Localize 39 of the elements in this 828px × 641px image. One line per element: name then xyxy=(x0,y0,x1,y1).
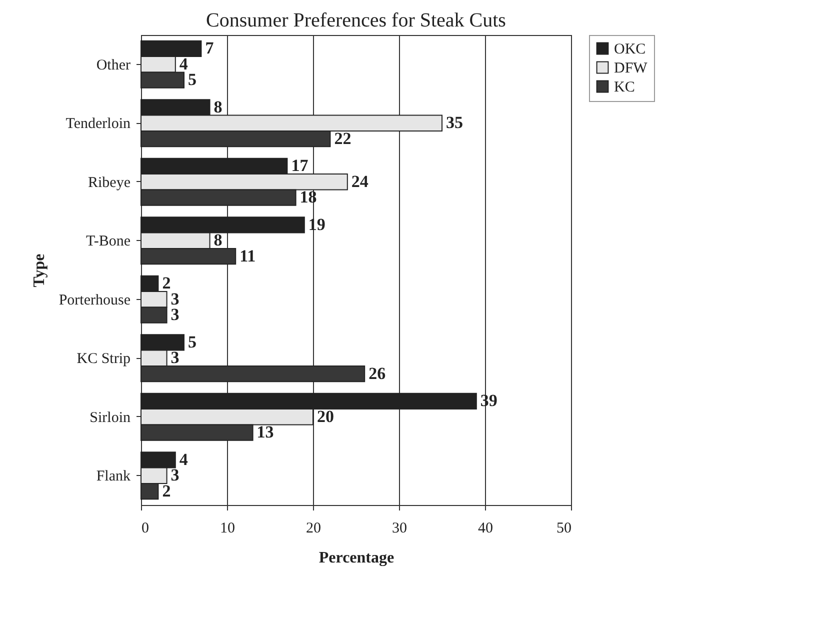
data-label: 35 xyxy=(446,113,463,132)
x-tick-label: 10 xyxy=(220,520,235,536)
y-tick-label: Tenderloin xyxy=(66,116,131,132)
data-label: 3 xyxy=(170,348,180,368)
data-label: 5 xyxy=(188,332,196,352)
legend-label: KC xyxy=(614,80,635,96)
data-label: 2 xyxy=(162,274,171,293)
x-tick-label: 30 xyxy=(392,520,407,536)
y-tick-label: KC Strip xyxy=(76,351,130,368)
data-label: 17 xyxy=(291,156,309,176)
legend-label: DFW xyxy=(614,60,648,76)
data-label: 5 xyxy=(188,70,196,90)
data-label: 20 xyxy=(317,406,334,426)
data-label: 7 xyxy=(205,38,214,58)
x-axis-title: Percentage xyxy=(318,550,394,566)
data-label: 24 xyxy=(351,172,369,191)
data-label: 8 xyxy=(214,230,222,250)
data-label: 3 xyxy=(170,466,180,485)
x-tick-label: 50 xyxy=(556,520,572,536)
data-label: 22 xyxy=(334,128,352,148)
y-tick-label: Other xyxy=(96,57,130,74)
legend-label: OKC xyxy=(614,42,646,58)
y-tick-label: Ribeye xyxy=(88,174,131,191)
data-label: 2 xyxy=(162,481,171,500)
data-label: 4 xyxy=(179,450,188,469)
y-tick-label: Flank xyxy=(96,468,131,485)
x-tick-label: 40 xyxy=(478,520,493,536)
x-tick-label: 0 xyxy=(142,520,149,536)
data-label: 8 xyxy=(214,97,222,116)
data-label: 13 xyxy=(256,422,274,442)
y-axis-title: Type xyxy=(30,254,48,288)
y-tick-label: Porterhouse xyxy=(58,292,131,308)
x-tick-label: 20 xyxy=(306,520,321,536)
y-tick-label: Sirloin xyxy=(90,410,131,426)
y-tick-label: T-Bone xyxy=(86,234,131,250)
data-label: 4 xyxy=(179,54,188,74)
data-label: 11 xyxy=(240,246,256,266)
chart-title: Consumer Preferences for Steak Cuts xyxy=(206,10,506,32)
data-label: 26 xyxy=(368,364,386,383)
